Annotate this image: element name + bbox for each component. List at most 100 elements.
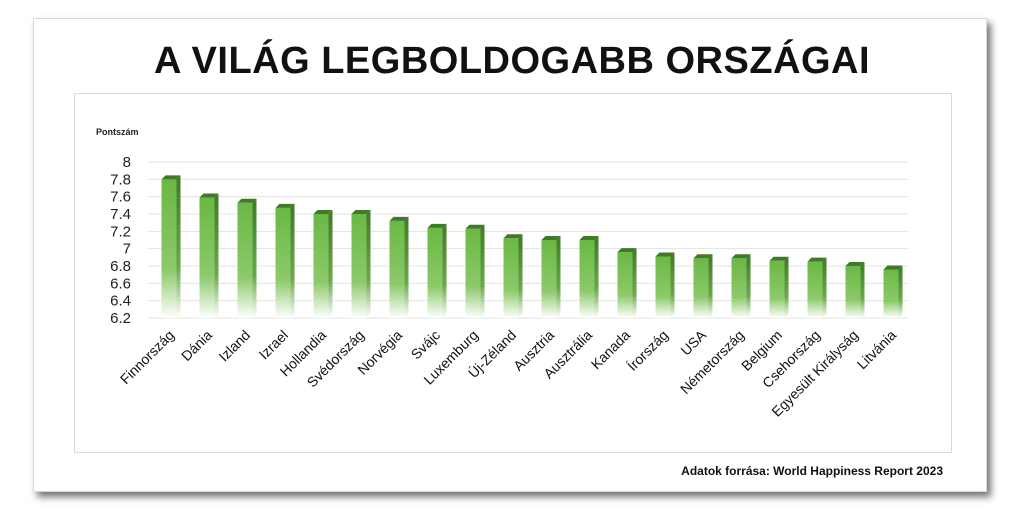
bar [807,257,827,318]
bar [199,193,219,318]
bar [579,236,599,318]
bar [389,216,409,318]
bar-side [404,216,409,318]
y-axis-label: Pontszám [96,127,139,137]
bar-top [541,236,561,240]
page-title: A VILÁG LEGBOLDOGABB ORSZÁGAI [153,40,871,82]
bar-side [708,254,713,318]
x-tick-label: Dánia [178,327,215,364]
bar-front [579,240,595,318]
bar-top [883,265,903,270]
bar-top [845,262,865,266]
bar [693,254,713,318]
bar [731,254,751,318]
y-tick-label: 6.4 [110,293,131,310]
bar-side [480,224,485,318]
bar-top [389,216,409,221]
bar [275,203,295,318]
bar-front [237,202,253,318]
source-note: Adatok forrása: World Happiness Report 2… [681,464,943,478]
bar-top [313,210,333,214]
bar-side [822,257,827,318]
bar-side [442,223,447,318]
bar-side [176,175,181,318]
bar-side [784,256,789,318]
bar [845,262,865,318]
y-tick-label: 6.2 [110,310,131,327]
y-tick-label: 7.4 [110,206,131,223]
bar-top [275,203,295,208]
bar [769,256,789,318]
bar [465,224,485,318]
bar-front [693,258,709,318]
bar-top [351,210,371,214]
bar-front [655,256,671,318]
bar-top [693,254,713,259]
bar-front [199,197,215,318]
x-tick-label: Finnország [117,327,177,387]
bar-front [389,220,405,318]
bar-front [427,227,443,318]
bar [503,234,523,318]
x-tick-label: Izrael [256,327,292,363]
bar-front [313,214,329,318]
bar-front [541,240,557,318]
y-tick-label: 8 [123,154,131,171]
bar [313,210,333,318]
bar-front [769,260,785,318]
bar-top [427,223,447,228]
y-tick-label: 6.8 [110,258,131,275]
x-tick-label: Svájc [408,327,444,363]
bar-front [275,207,291,318]
bar-front [465,228,481,318]
bar-top [579,236,599,240]
bar-side [328,210,333,318]
x-tick-label: USA [677,326,709,358]
bar-front [617,252,633,318]
bar-top [161,175,181,180]
y-tick-label: 7.6 [110,189,131,206]
bar-front [845,266,861,318]
bar [427,223,447,318]
bar-top [199,193,219,198]
bar [883,265,903,318]
bar [161,175,181,318]
bar-top [655,252,675,257]
bar-top [503,234,523,239]
y-tick-label: 6.6 [110,275,131,292]
bar-front [351,214,367,318]
bar-side [556,236,561,318]
bar-side [214,193,219,318]
bar [655,252,675,318]
bar-side [860,262,865,318]
bar-top [237,198,257,203]
bar-front [883,269,899,318]
bar-side [366,210,371,318]
bar [541,236,561,318]
y-tick-label: 7.2 [110,223,131,240]
bar-top [465,224,485,229]
bar-side [290,203,295,318]
y-tick-label: 7 [123,241,131,258]
x-tick-label: Izland [215,327,253,365]
bar-top [617,248,637,253]
bar-side [594,236,599,318]
bar-side [670,252,675,318]
bar-top [731,254,751,259]
bar-side [518,234,523,318]
y-tick-label: 7.8 [110,171,131,188]
bar-side [746,254,751,318]
bar [617,248,637,318]
bar-side [252,198,257,318]
x-tick-label: Írország [624,327,671,374]
bar-side [898,265,903,318]
bar-front [161,179,177,318]
bar-front [731,258,747,318]
bar-front [807,261,823,318]
bar-front [503,238,519,318]
bar-top [807,257,827,262]
bar-top [769,256,789,261]
x-tick-label: Litvánia [854,327,900,373]
bar [237,198,257,318]
